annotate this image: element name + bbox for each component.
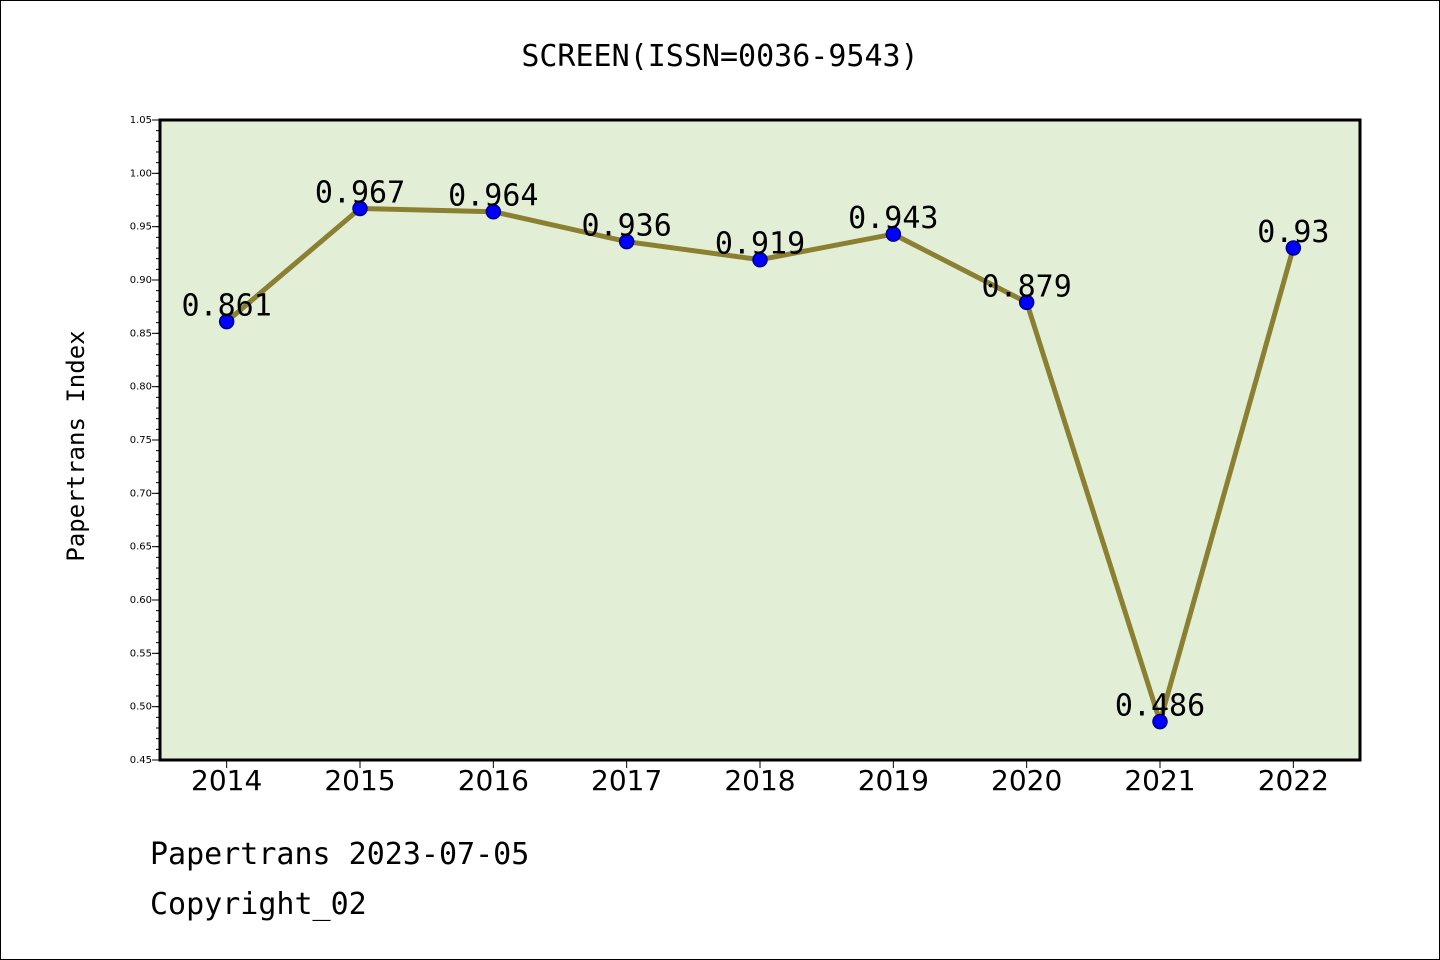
data-point	[352, 200, 368, 217]
y-tick-label: 0.45	[130, 755, 152, 766]
x-tick-label: 2020	[991, 764, 1062, 797]
y-tick-label: 0.80	[130, 382, 152, 393]
data-point	[618, 233, 635, 250]
data-point	[1152, 713, 1168, 730]
data-point	[1285, 240, 1302, 256]
data-point	[218, 313, 235, 330]
x-tick-label: 2016	[458, 764, 529, 797]
y-tick-label: 0.55	[130, 648, 152, 659]
x-tick-label: 2019	[858, 764, 929, 797]
data-label: 0.93	[1257, 215, 1329, 250]
chart-title: SCREEN(ISSN=0036-9543)	[521, 39, 918, 74]
y-axis-label: Papertrans Index	[62, 330, 90, 561]
y-tick-label: 0.85	[130, 328, 152, 339]
y-tick-label: 0.75	[130, 435, 152, 446]
x-tick-label: 2014	[191, 764, 262, 797]
data-labels: 0.861 0.967 0.964 0.936 0.919 0.943 0.879 0.486…	[182, 176, 1330, 724]
data-label: 0.936	[582, 209, 672, 244]
x-axis: 2014 2015 2016 2017 2018 2019 2020 2021 2022	[191, 760, 1329, 797]
y-axis: 0.45 0.50 0.55 0.60 0.65 0.70 0.75 0.80 0.85 0.90…	[130, 115, 160, 766]
data-point	[885, 226, 902, 242]
data-label: 0.486	[1115, 689, 1205, 724]
x-tick-label: 2021	[1124, 764, 1195, 797]
y-tick-label: 0.90	[130, 275, 152, 286]
data-label: 0.919	[715, 227, 805, 262]
data-label: 0.861	[182, 289, 272, 324]
plot-area	[158, 118, 1362, 762]
footer-line-2: Copyright_02	[150, 887, 367, 922]
data-label: 0.967	[315, 176, 405, 211]
y-tick-label: 1.05	[130, 115, 152, 126]
footer-line-1: Papertrans 2023-07-05	[150, 837, 529, 872]
x-tick-label: 2017	[591, 764, 662, 797]
y-tick-label: 0.95	[130, 222, 152, 233]
y-tick-label: 1.00	[130, 168, 152, 179]
y-tick-label: 0.60	[130, 595, 152, 606]
series-markers	[218, 200, 1302, 730]
data-label: 0.964	[448, 179, 538, 214]
data-point	[752, 251, 768, 268]
data-point	[485, 203, 502, 220]
data-label: 0.943	[848, 201, 938, 236]
x-tick-label: 2022	[1258, 764, 1329, 797]
x-tick-label: 2015	[324, 764, 395, 797]
y-tick-label: 0.50	[130, 702, 152, 713]
data-point	[1018, 294, 1035, 311]
y-tick-label: 0.65	[130, 542, 152, 553]
data-label: 0.879	[982, 269, 1072, 304]
x-tick-label: 2018	[724, 764, 795, 797]
y-tick-label: 0.70	[130, 488, 152, 499]
